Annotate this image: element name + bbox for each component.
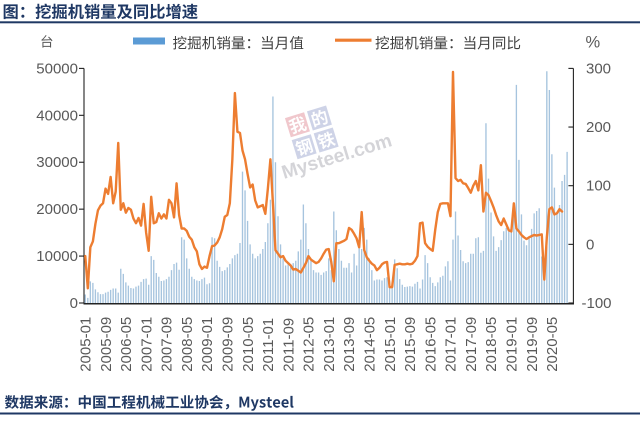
svg-text:2007-01: 2007-01 [138, 317, 155, 372]
svg-text:30000: 30000 [36, 154, 78, 171]
svg-text:2020-05: 2020-05 [544, 317, 561, 372]
svg-text:2019-09: 2019-09 [524, 317, 541, 372]
svg-text:2019-01: 2019-01 [504, 317, 521, 372]
svg-text:%: % [586, 34, 601, 52]
svg-text:50000: 50000 [36, 60, 78, 77]
svg-text:2010-05: 2010-05 [240, 317, 257, 372]
svg-text:40000: 40000 [36, 107, 78, 124]
svg-text:2006-05: 2006-05 [118, 317, 135, 372]
svg-text:2017-01: 2017-01 [443, 317, 460, 372]
svg-text:2013-01: 2013-01 [321, 317, 338, 372]
svg-text:2011-09: 2011-09 [280, 318, 297, 372]
svg-text:2015-01: 2015-01 [382, 317, 399, 372]
svg-text:2013-09: 2013-09 [341, 317, 358, 372]
svg-text:2011-01: 2011-01 [260, 318, 277, 372]
svg-text:2018-05: 2018-05 [483, 317, 500, 372]
svg-text:300: 300 [586, 60, 611, 77]
svg-text:0: 0 [586, 236, 594, 253]
svg-text:20000: 20000 [36, 201, 78, 218]
svg-text:2007-09: 2007-09 [159, 317, 176, 372]
svg-text:2008-05: 2008-05 [179, 317, 196, 372]
svg-text:2015-09: 2015-09 [402, 317, 419, 372]
svg-text:2005-09: 2005-09 [98, 317, 115, 372]
svg-text:2012-05: 2012-05 [301, 317, 318, 372]
svg-text:100: 100 [586, 178, 611, 195]
svg-text:2016-05: 2016-05 [422, 317, 439, 372]
svg-text:0: 0 [70, 295, 78, 312]
svg-text:2014-05: 2014-05 [362, 317, 379, 372]
svg-text:-100: -100 [582, 295, 612, 312]
svg-text:2005-01: 2005-01 [77, 317, 94, 372]
svg-text:2017-09: 2017-09 [463, 317, 480, 372]
svg-text:2009-01: 2009-01 [199, 317, 216, 372]
svg-text:200: 200 [586, 119, 611, 136]
svg-text:2009-09: 2009-09 [219, 317, 236, 372]
svg-text:10000: 10000 [36, 248, 78, 265]
